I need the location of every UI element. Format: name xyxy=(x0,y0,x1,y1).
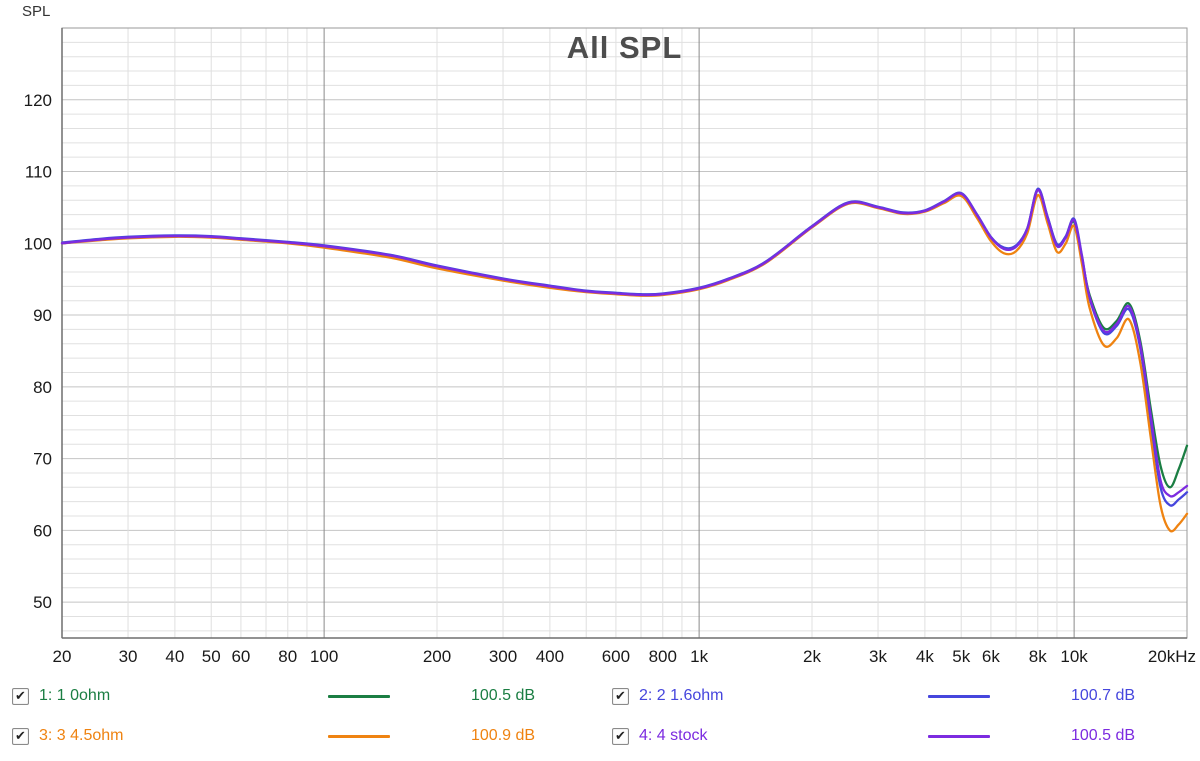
svg-text:100: 100 xyxy=(310,647,338,666)
trace-3-level-value: 100.9 dB xyxy=(471,727,536,744)
legend: ✔ 1: 1 0ohm 100.5 dB ✔ 2: 2 1.6ohm 100.7… xyxy=(0,676,1200,756)
svg-text:10k: 10k xyxy=(1060,647,1088,666)
trace-4-line-sample xyxy=(928,734,990,738)
checkmark-icon: ✔ xyxy=(15,728,26,743)
trace-2-label: 2: 2 1.6ohm xyxy=(639,687,724,704)
svg-text:50: 50 xyxy=(33,593,52,612)
legend-entry-trace-1: ✔ 1: 1 0ohm 100.5 dB xyxy=(0,676,600,716)
trace-1-label: 1: 1 0ohm xyxy=(39,687,111,704)
legend-entry-trace-3: ✔ 3: 3 4.5ohm 100.9 dB xyxy=(0,716,600,756)
trace-1-checkbox[interactable]: ✔ xyxy=(12,687,29,705)
svg-text:400: 400 xyxy=(536,647,564,666)
svg-text:90: 90 xyxy=(33,306,52,325)
svg-text:200: 200 xyxy=(423,647,451,666)
legend-entry-trace-4: ✔ 4: 4 stock 100.5 dB xyxy=(600,716,1200,756)
chart-title: All SPL xyxy=(566,30,683,65)
svg-text:110: 110 xyxy=(25,163,52,182)
svg-text:2k: 2k xyxy=(803,647,821,666)
trace-3-label: 3: 3 4.5ohm xyxy=(39,727,124,744)
trace-4-level-value: 100.5 dB xyxy=(1071,727,1136,744)
trace-1-line-sample xyxy=(328,694,390,698)
svg-text:100: 100 xyxy=(24,234,52,253)
svg-text:600: 600 xyxy=(602,647,630,666)
svg-text:60: 60 xyxy=(231,647,250,666)
trace-3-line-sample xyxy=(328,734,390,738)
trace-1-line-sample-wrap xyxy=(294,694,424,698)
svg-text:20: 20 xyxy=(53,647,72,666)
svg-text:4k: 4k xyxy=(916,647,934,666)
trace-2-line-sample-wrap xyxy=(894,694,1024,698)
checkmark-icon: ✔ xyxy=(615,728,626,743)
svg-text:50: 50 xyxy=(202,647,221,666)
svg-text:20kHz: 20kHz xyxy=(1148,647,1196,666)
trace-4-checkbox[interactable]: ✔ xyxy=(612,727,629,745)
trace-3-checkbox[interactable]: ✔ xyxy=(12,727,29,745)
checkmark-icon: ✔ xyxy=(15,688,26,703)
svg-text:5k: 5k xyxy=(952,647,970,666)
svg-text:6k: 6k xyxy=(982,647,1000,666)
trace-3-line-sample-wrap xyxy=(294,734,424,738)
svg-text:300: 300 xyxy=(489,647,517,666)
svg-text:3k: 3k xyxy=(869,647,887,666)
legend-entry-trace-2: ✔ 2: 2 1.6ohm 100.7 dB xyxy=(600,676,1200,716)
spl-frequency-response-chart[interactable]: 50 60 70 80 90 100 110 120 20 30 40 50 60 80 100 200 300… xyxy=(0,0,1200,668)
svg-text:8k: 8k xyxy=(1029,647,1047,666)
y-axis-title: SPL xyxy=(22,3,51,20)
svg-text:40: 40 xyxy=(165,647,184,666)
checkmark-icon: ✔ xyxy=(615,688,626,703)
svg-text:800: 800 xyxy=(649,647,677,666)
trace-2-level-value: 100.7 dB xyxy=(1071,687,1136,704)
svg-text:1k: 1k xyxy=(690,647,708,666)
svg-text:70: 70 xyxy=(33,450,52,469)
svg-text:60: 60 xyxy=(33,521,52,540)
trace-2-line-sample xyxy=(928,694,990,698)
trace-1-level-value: 100.5 dB xyxy=(471,687,536,704)
svg-text:80: 80 xyxy=(33,378,52,397)
svg-text:120: 120 xyxy=(24,91,52,110)
trace-4-line-sample-wrap xyxy=(894,734,1024,738)
svg-text:80: 80 xyxy=(278,647,297,666)
trace-4-label: 4: 4 stock xyxy=(639,727,708,744)
trace-2-checkbox[interactable]: ✔ xyxy=(612,687,629,705)
svg-text:30: 30 xyxy=(119,647,138,666)
